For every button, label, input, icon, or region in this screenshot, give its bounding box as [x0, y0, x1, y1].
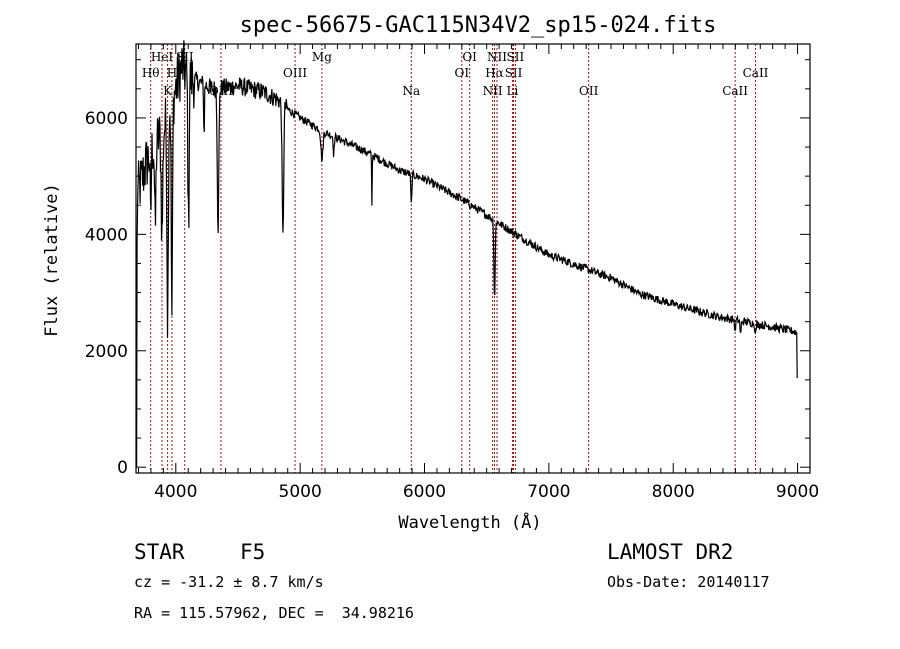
line-marker-label: OI [462, 50, 477, 64]
y-tick-label: 6000 [85, 109, 128, 129]
line-marker-label: Na [402, 84, 420, 98]
x-tick-label: 7000 [527, 482, 570, 502]
line-markers: HθHeIKHSIIOIIIOIIIMgNaOIOINIIHαNIILiSIIS… [142, 44, 769, 473]
line-marker-label: Li [507, 84, 519, 98]
line-marker-label: Hθ [142, 66, 160, 80]
y-axis-label: Flux (relative) [42, 183, 62, 337]
object-class: STAR [134, 540, 185, 564]
coordinates-text: RA = 115.57962, DEC = 34.98216 [134, 604, 414, 622]
line-marker-label: Hα [485, 66, 504, 80]
y-tick-label: 4000 [85, 225, 128, 245]
line-marker-label: HeI [151, 50, 174, 64]
line-marker-label: NII [487, 50, 507, 64]
line-marker-label: SII [505, 66, 523, 80]
x-tick-label: 5000 [279, 482, 322, 502]
line-marker-label: Mg [312, 50, 332, 64]
line-marker-label: K [163, 84, 173, 98]
x-tick-label: 9000 [776, 482, 819, 502]
line-marker-label: OII [579, 84, 599, 98]
subclass: F5 [240, 540, 266, 564]
x-tick-label: 4000 [154, 482, 197, 502]
line-marker-label: H [167, 66, 177, 80]
obs-date: Obs-Date: 20140117 [607, 573, 770, 591]
x-tick-label: 8000 [652, 482, 695, 502]
chart-title: spec-56675-GAC115N34V2_sp15-024.fits [240, 13, 717, 38]
y-tick-label: 2000 [85, 342, 128, 362]
line-marker-label: OI [455, 66, 470, 80]
survey-label: LAMOST DR2 [607, 540, 734, 564]
line-marker-label: SII [507, 50, 525, 64]
line-marker-label: NII [483, 84, 503, 98]
redshift-text: cz = -31.2 ± 8.7 km/s [134, 573, 324, 591]
x-tick-label: 6000 [403, 482, 446, 502]
spectrum-line [136, 40, 798, 468]
plot-frame [135, 43, 811, 474]
line-marker-label: SII [176, 50, 194, 64]
line-marker-label: CaII [743, 66, 769, 80]
y-tick-label: 0 [117, 458, 128, 478]
line-marker-label: OIII [283, 66, 307, 80]
x-axis-label: Wavelength (Å) [398, 511, 541, 533]
line-marker-label: CaII [722, 84, 748, 98]
axis-ticks: 4000 5000 6000 7000 8000 9000 0 2000 4000 6000 [85, 44, 819, 502]
